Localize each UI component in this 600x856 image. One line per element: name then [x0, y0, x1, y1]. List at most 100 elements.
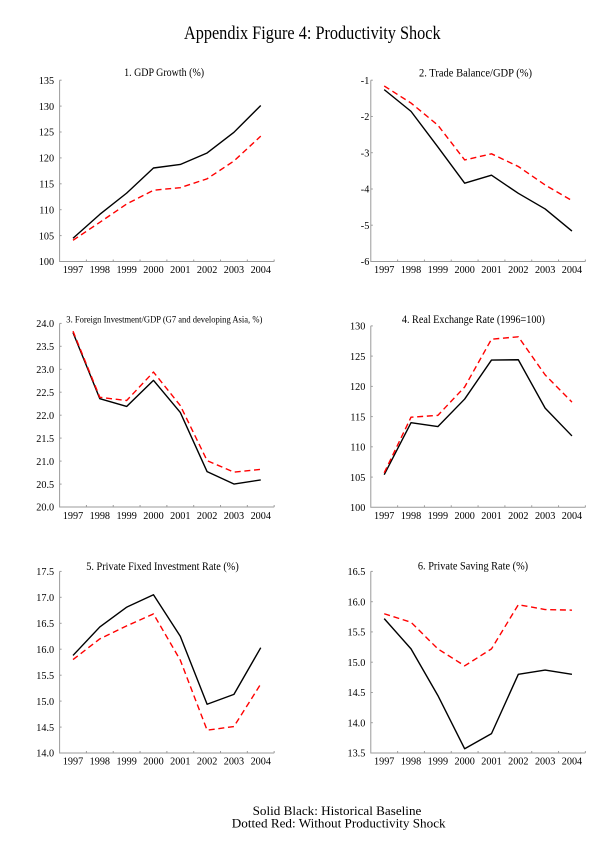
svg-text:-4: -4 [361, 185, 370, 196]
svg-text:2004: 2004 [562, 511, 582, 522]
svg-text:2000: 2000 [143, 511, 163, 522]
svg-text:21.5: 21.5 [36, 434, 54, 445]
svg-text:2001: 2001 [170, 511, 190, 522]
svg-text:2000: 2000 [143, 265, 163, 276]
svg-text:-2: -2 [361, 112, 370, 123]
svg-text:1999: 1999 [116, 511, 136, 522]
svg-text:2004: 2004 [562, 265, 582, 276]
svg-text:130: 130 [39, 102, 54, 113]
svg-text:1998: 1998 [401, 511, 421, 522]
svg-text:22.0: 22.0 [36, 411, 54, 422]
svg-text:2003: 2003 [535, 511, 555, 522]
svg-text:16.0: 16.0 [347, 597, 365, 608]
svg-text:1997: 1997 [63, 757, 83, 768]
svg-text:1998: 1998 [401, 265, 421, 276]
svg-text:23.5: 23.5 [36, 342, 54, 353]
svg-text:1999: 1999 [116, 757, 136, 768]
svg-text:1. GDP Growth (%): 1. GDP Growth (%) [124, 65, 204, 79]
svg-text:3. Foreign Investment/GDP (G7: 3. Foreign Investment/GDP (G7 and develo… [66, 314, 262, 324]
svg-text:2002: 2002 [197, 511, 217, 522]
svg-text:1998: 1998 [90, 757, 110, 768]
svg-text:1999: 1999 [428, 265, 448, 276]
svg-text:1999: 1999 [116, 265, 136, 276]
svg-text:115: 115 [350, 412, 365, 423]
svg-text:17.0: 17.0 [36, 593, 54, 604]
svg-text:2000: 2000 [454, 757, 474, 768]
svg-text:100: 100 [39, 257, 54, 268]
svg-text:125: 125 [350, 352, 365, 363]
svg-text:100: 100 [350, 503, 365, 514]
svg-text:1998: 1998 [90, 265, 110, 276]
svg-text:2002: 2002 [508, 265, 528, 276]
svg-text:2003: 2003 [224, 757, 244, 768]
svg-text:1997: 1997 [374, 511, 394, 522]
svg-text:2004: 2004 [251, 511, 271, 522]
svg-text:4. Real Exchange Rate (1996=10: 4. Real Exchange Rate (1996=100) [402, 312, 545, 326]
svg-text:14.0: 14.0 [347, 718, 365, 729]
svg-text:2001: 2001 [481, 757, 501, 768]
svg-text:120: 120 [39, 154, 54, 165]
svg-text:2002: 2002 [508, 757, 528, 768]
svg-text:15.5: 15.5 [36, 671, 54, 682]
svg-text:23.0: 23.0 [36, 365, 54, 376]
svg-text:2004: 2004 [562, 757, 582, 768]
svg-text:21.0: 21.0 [36, 457, 54, 468]
svg-text:15.0: 15.0 [36, 697, 54, 708]
svg-text:130: 130 [350, 322, 365, 333]
svg-text:2002: 2002 [197, 757, 217, 768]
svg-text:2001: 2001 [170, 757, 190, 768]
svg-text:14.5: 14.5 [347, 688, 365, 699]
svg-text:2002: 2002 [508, 511, 528, 522]
svg-text:-1: -1 [361, 76, 370, 87]
svg-text:1998: 1998 [401, 757, 421, 768]
svg-text:105: 105 [350, 473, 365, 484]
svg-text:1997: 1997 [374, 265, 394, 276]
svg-text:120: 120 [350, 382, 365, 393]
svg-text:1997: 1997 [63, 265, 83, 276]
svg-text:16.0: 16.0 [36, 645, 54, 656]
svg-text:13.5: 13.5 [347, 749, 365, 760]
svg-text:16.5: 16.5 [36, 619, 54, 630]
svg-text:Solid Black: Historical Baseli: Solid Black: Historical Baseline [253, 803, 422, 818]
svg-text:2004: 2004 [251, 265, 271, 276]
svg-text:125: 125 [39, 128, 54, 139]
svg-text:-6: -6 [361, 257, 370, 268]
svg-text:-5: -5 [361, 221, 370, 232]
svg-text:2002: 2002 [197, 265, 217, 276]
svg-text:14.5: 14.5 [36, 723, 54, 734]
svg-text:2003: 2003 [224, 265, 244, 276]
svg-text:15.0: 15.0 [347, 658, 365, 669]
svg-text:1999: 1999 [428, 511, 448, 522]
svg-text:2003: 2003 [535, 757, 555, 768]
svg-text:2000: 2000 [454, 511, 474, 522]
svg-text:110: 110 [350, 443, 365, 454]
svg-text:6. Private Saving Rate (%): 6. Private Saving Rate (%) [418, 559, 528, 573]
svg-text:115: 115 [39, 180, 54, 191]
svg-text:2000: 2000 [454, 265, 474, 276]
svg-text:1999: 1999 [428, 757, 448, 768]
svg-text:2003: 2003 [535, 265, 555, 276]
svg-text:135: 135 [39, 76, 54, 87]
svg-text:2004: 2004 [251, 757, 271, 768]
svg-text:15.5: 15.5 [347, 628, 365, 639]
svg-text:-3: -3 [361, 148, 370, 159]
svg-text:110: 110 [39, 205, 54, 216]
svg-text:Dotted Red: Without Productivi: Dotted Red: Without Productivity Shock [232, 816, 446, 831]
svg-text:22.5: 22.5 [36, 388, 54, 399]
svg-text:24.0: 24.0 [36, 319, 54, 330]
svg-text:1998: 1998 [90, 511, 110, 522]
svg-text:2001: 2001 [481, 511, 501, 522]
svg-text:2003: 2003 [224, 511, 244, 522]
svg-text:20.5: 20.5 [36, 480, 54, 491]
svg-text:2001: 2001 [481, 265, 501, 276]
svg-text:2001: 2001 [170, 265, 190, 276]
svg-text:105: 105 [39, 231, 54, 242]
svg-text:16.5: 16.5 [347, 567, 365, 578]
svg-text:20.0: 20.0 [36, 503, 54, 514]
svg-text:2000: 2000 [143, 757, 163, 768]
svg-text:5. Private Fixed Investment Ra: 5. Private Fixed Investment Rate (%) [86, 559, 239, 573]
svg-text:17.5: 17.5 [36, 567, 54, 578]
svg-text:14.0: 14.0 [36, 749, 54, 760]
svg-text:Appendix Figure 4: Productivit: Appendix Figure 4: Productivity Shock [184, 24, 441, 44]
svg-text:2. Trade Balance/GDP (%): 2. Trade Balance/GDP (%) [419, 65, 532, 79]
